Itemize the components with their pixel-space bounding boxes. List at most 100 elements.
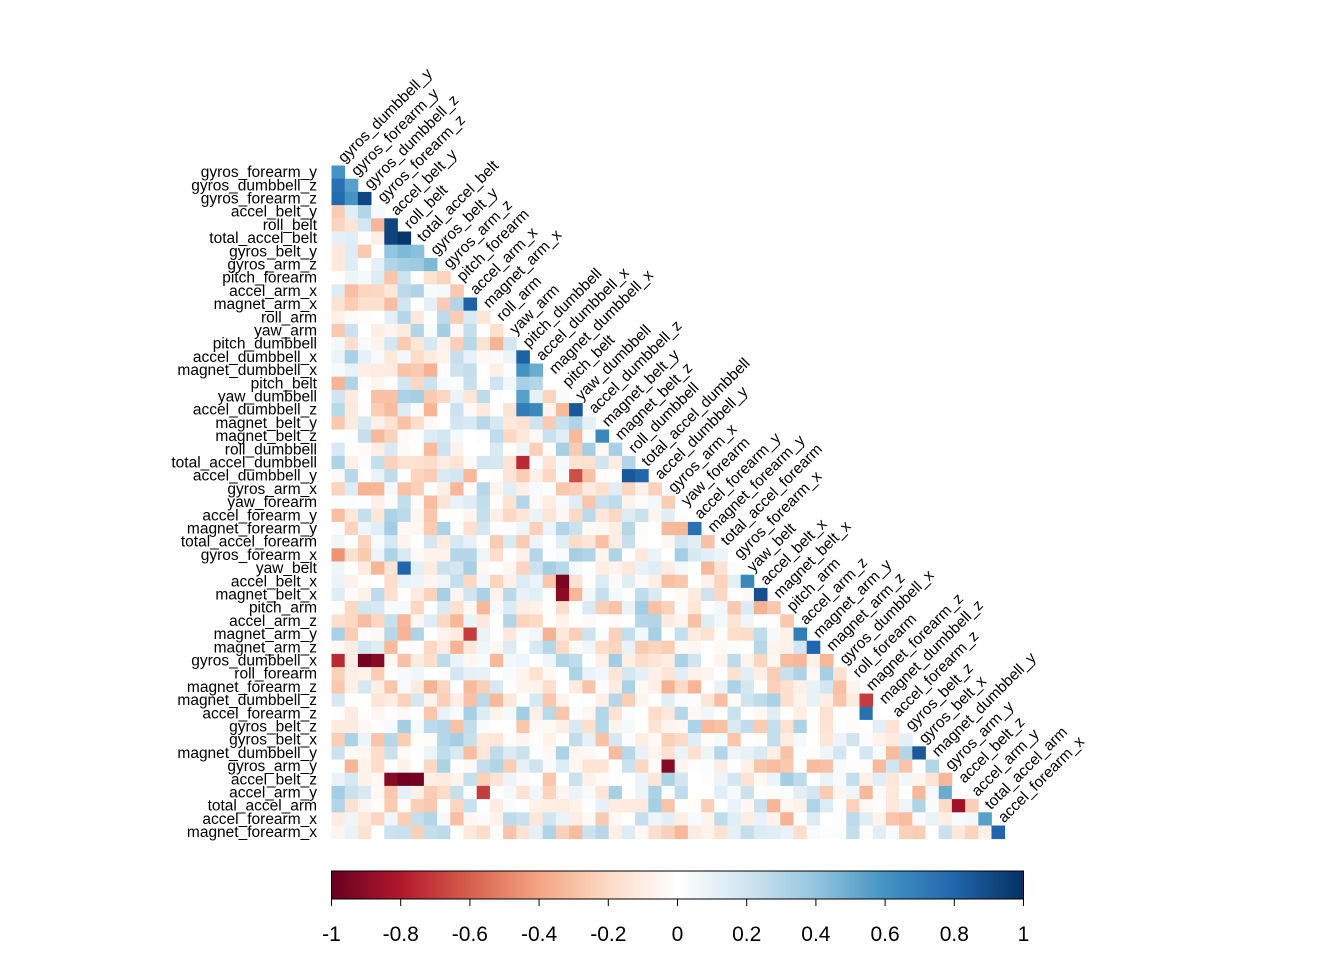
corr-cell-accel_forearm_y-yaw_forearm (674, 508, 689, 523)
corr-cell-magnet_forearm_x-pitch_forearm (450, 825, 464, 840)
corr-cell-gyros_belt_z-pitch_belt (555, 719, 570, 734)
corr-cell-yaw_arm-accel_arm_x (463, 323, 478, 338)
corr-cell-pitch_belt-roll_arm (489, 376, 504, 391)
corr-cell-magnet_arm_z-roll_arm (489, 640, 504, 655)
corr-cell-pitch_arm-yaw_dumbbell (569, 601, 583, 615)
corr-cell-yaw_belt-accel_belt_y (384, 561, 398, 576)
corr-cell-roll_forearm-total_accel_dumbbell (635, 667, 649, 681)
corr-cell-accel_arm_y-roll_forearm (846, 785, 860, 800)
corr-cell-accel_dumbbell_x-magnet_arm_x (476, 350, 491, 364)
corr-cell-accel_arm_z-yaw_belt (740, 614, 755, 628)
corr-cell-magnet_belt_z-gyros_arm_z (437, 429, 451, 444)
corr-cell-gyros_belt_x-gyros_forearm_x (727, 733, 742, 747)
corr-cell-magnet_dumbbell_y-gyros_arm_x (661, 746, 676, 760)
colorbar-tick-label: 0.6 (870, 923, 899, 946)
row-label: gyros_belt_z (229, 719, 317, 736)
corr-cell-roll_dumbbell-pitch_forearm (450, 442, 464, 457)
corr-cell-accel_dumbbell_z-gyros_dumbbell_z (357, 403, 372, 417)
corr-cell-yaw_arm-gyros_dumbbell_y (331, 323, 346, 338)
corr-cell-magnet_forearm_z-accel_arm_x (463, 680, 478, 694)
corr-cell-pitch_arm-magnet_forearm_y (701, 601, 715, 615)
corr-cell-magnet_arm_z-magnet_arm_x (476, 640, 491, 655)
corr-cell-magnet_dumbbell_y-roll_arm (489, 746, 504, 760)
corr-cell-magnet_dumbbell_z-yaw_arm (503, 693, 517, 708)
corr-cell-magnet_dumbbell_x-pitch_forearm (450, 363, 464, 378)
corr-cell-accel_arm_z-pitch_arm (780, 614, 794, 628)
corr-cell-magnet_dumbbell_z-accel_belt_x (753, 693, 768, 708)
corr-cell-magnet_dumbbell_z-roll_belt (397, 693, 412, 708)
corr-cell-yaw_dumbbell-magnet_dumbbell_x (542, 389, 557, 404)
corr-cell-pitch_arm-magnet_belt_x (767, 601, 781, 615)
corr-cell-gyros_belt_x-accel_belt_y (384, 733, 398, 747)
corr-cell-total_accel_arm-roll_arm (489, 799, 504, 813)
corr-cell-magnet_dumbbell_z-pitch_dumbbell (516, 693, 530, 708)
corr-cell-roll_forearm-accel_dumbbell_z (582, 667, 596, 681)
corr-cell-accel_arm_y-gyros_arm_z (437, 785, 451, 800)
corr-cell-pitch_dumbbell-gyros_dumbbell_z (357, 337, 372, 351)
corr-cell-magnet_arm_y-magnet_arm_x (476, 627, 491, 642)
corr-cell-roll_forearm-accel_belt_y (384, 667, 398, 681)
corr-cell-total_accel_forearm-gyros_forearm_y (344, 535, 359, 549)
row-label: accel_arm_y (229, 785, 317, 802)
corr-cell-magnet_forearm_z-pitch_arm (780, 680, 794, 694)
corr-cell-magnet_belt_x-accel_dumbbell_y (648, 587, 662, 602)
corr-cell-total_accel_arm-accel_dumbbell_x (529, 799, 544, 813)
row-label: accel_forearm_x (202, 811, 317, 828)
corr-cell-magnet_forearm_x-total_accel_arm (978, 825, 992, 840)
corr-cell-total_accel_forearm-accel_forearm_y (687, 535, 702, 549)
corr-cell-accel_forearm_x-magnet_belt_y (595, 812, 610, 826)
corr-cell-accel_dumbbell_y-magnet_dumbbell_x (542, 469, 557, 483)
corr-cell-gyros_belt_z-yaw_arm (503, 719, 517, 734)
corr-cell-magnet_arm_z-gyros_forearm_x (727, 640, 742, 655)
row-label: gyros_belt_y (229, 243, 317, 260)
corr-cell-magnet_arm_z-gyros_dumbbell_z (357, 640, 372, 655)
corr-cell-total_accel_arm-accel_belt_x (753, 799, 768, 813)
corr-cell-gyros_forearm_x-total_accel_dumbbell (635, 548, 649, 562)
corr-cell-magnet_arm_x-gyros_belt_y (423, 297, 438, 312)
corr-cell-gyros_belt_x-gyros_dumbbell_y (331, 733, 346, 747)
corr-cell-accel_dumbbell_z-gyros_belt_y (423, 403, 438, 417)
corr-cell-magnet_belt_y-yaw_arm (503, 416, 517, 430)
corr-cell-magnet_dumbbell_x-gyros_arm_z (437, 363, 451, 378)
corr-cell-magnet_arm_z-magnet_forearm_y (701, 640, 715, 655)
corr-cell-accel_forearm_z-gyros_forearm_z (371, 706, 385, 721)
corr-cell-gyros_forearm_x-roll_arm (489, 548, 504, 562)
corr-cell-accel_dumbbell_y-roll_belt (397, 469, 412, 483)
corr-cell-total_accel_dumbbell-yaw_arm (503, 455, 517, 470)
corr-cell-accel_arm_y-magnet_belt_z (608, 785, 623, 800)
corr-cell-roll_forearm-gyros_forearm_x (727, 667, 742, 681)
corr-cell-gyros_arm_y-gyros_forearm_x (727, 759, 742, 774)
corr-cell-total_accel_arm-accel_arm_z (793, 799, 808, 813)
corr-cell-magnet_forearm_x-gyros_forearm_y (344, 825, 359, 840)
corr-cell-total_accel_forearm-pitch_belt (555, 535, 570, 549)
corr-cell-gyros_arm_y-magnet_belt_z (608, 759, 623, 774)
corr-cell-gyros_dumbbell_x-magnet_belt_x (767, 653, 781, 668)
corr-cell-gyros_belt_z-pitch_forearm (450, 719, 464, 734)
corr-cell-accel_arm_y-gyros_belt_y (423, 785, 438, 800)
corr-cell-yaw_dumbbell-magnet_arm_x (476, 389, 491, 404)
corr-cell-accel_forearm_x-accel_dumbbell_x (529, 812, 544, 826)
corr-cell-roll_forearm-yaw_forearm (674, 667, 689, 681)
corr-cell-accel_forearm_z-pitch_forearm (450, 706, 464, 721)
corr-cell-accel_forearm_z-total_accel_dumbbell (635, 706, 649, 721)
corr-cell-magnet_dumbbell_x-pitch_dumbbell (516, 363, 530, 378)
row-label: total_accel_arm (208, 798, 317, 815)
corr-cell-yaw_belt-gyros_belt_y (423, 561, 438, 576)
corr-cell-accel_arm_z-accel_dumbbell_z (582, 614, 596, 628)
corr-cell-total_accel_forearm-yaw_arm (503, 535, 517, 549)
corr-cell-magnet_dumbbell_z-magnet_belt_z (608, 693, 623, 708)
corr-cell-gyros_belt_z-gyros_dumbbell_z (357, 719, 372, 734)
corr-cell-magnet_forearm_x-roll_dumbbell (621, 825, 636, 840)
corr-cell-magnet_forearm_x-gyros_belt_y (423, 825, 438, 840)
corr-cell-roll_forearm-magnet_forearm_y (701, 667, 715, 681)
corr-cell-total_accel_arm-gyros_belt_x (912, 799, 926, 813)
colorbar-gradient (331, 870, 1024, 900)
corr-cell-roll_forearm-magnet_arm_y (806, 667, 821, 681)
corr-cell-total_accel_arm-accel_belt_y (384, 799, 398, 813)
corr-cell-pitch_belt-gyros_belt_y (423, 376, 438, 391)
corr-cell-accel_forearm_x-accel_dumbbell_y (648, 812, 662, 826)
corr-cell-magnet_forearm_x-gyros_arm_z (437, 825, 451, 840)
corr-cell-gyros_forearm_x-magnet_arm_x (476, 548, 491, 562)
corr-cell-magnet_dumbbell_z-gyros_forearm_y (344, 693, 359, 708)
